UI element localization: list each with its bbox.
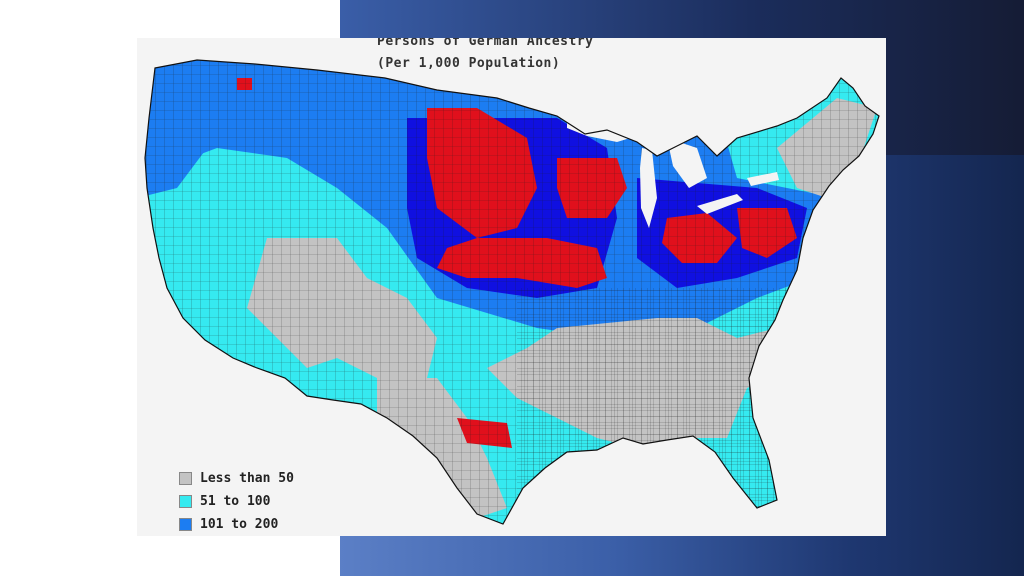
legend-swatch-high [179, 518, 192, 531]
lake-erie [697, 194, 743, 214]
us-county-map [144, 59, 880, 525]
lake-huron [667, 138, 707, 188]
legend-item: 51 to 100 [179, 490, 294, 513]
legend-label: 101 to 200 [200, 517, 279, 532]
lake-ontario [747, 172, 779, 186]
map-subtitle: (Per 1,000 Population) [377, 56, 561, 71]
map-image: Persons of German Ancestry (Per 1,000 Po… [137, 38, 886, 536]
map-regions [145, 60, 879, 524]
map-legend: Less than 50 51 to 100 101 to 200 [179, 467, 294, 536]
legend-label: 51 to 100 [200, 494, 271, 509]
map-title: Persons of German Ancestry [377, 38, 594, 49]
legend-swatch-low [179, 472, 192, 485]
legend-item: Less than 50 [179, 467, 294, 490]
county-grid [145, 60, 879, 524]
county-grid-east [517, 288, 877, 524]
legend-label: Less than 50 [200, 471, 294, 486]
legend-swatch-mid [179, 495, 192, 508]
legend-item: 101 to 200 [179, 513, 294, 536]
lake-michigan [640, 148, 657, 228]
